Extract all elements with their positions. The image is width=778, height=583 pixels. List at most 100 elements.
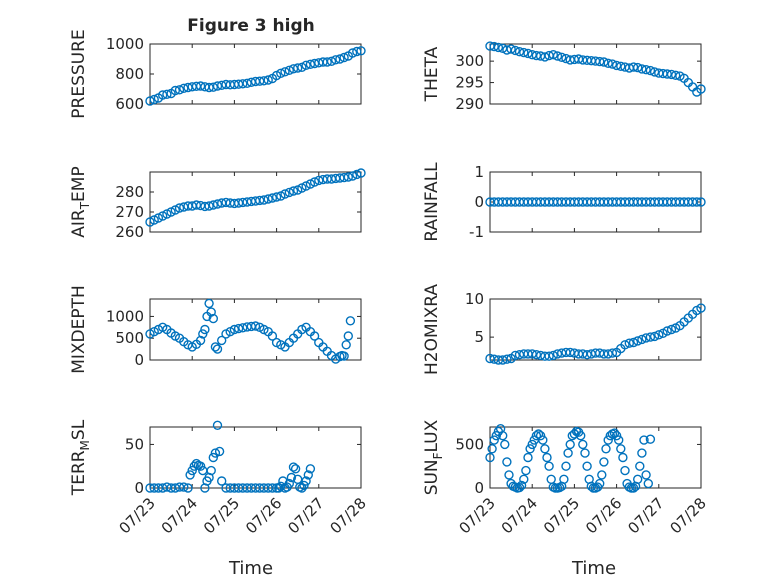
data-point: [301, 181, 311, 191]
data-point: [521, 465, 531, 476]
y-axis-label: THETA: [422, 46, 442, 102]
data-point: [569, 429, 580, 439]
data-point: [628, 483, 639, 493]
data-point: [611, 60, 622, 71]
data-point: [639, 435, 649, 445]
data-point: [533, 429, 544, 439]
y-axis-label: RAINFALL: [422, 162, 442, 242]
subplot-5: 0 500 1000 MIXDEPTH: [69, 285, 362, 374]
data-point: [341, 340, 351, 350]
data-point: [191, 200, 202, 210]
data-point: [531, 350, 542, 360]
data-point: [339, 172, 349, 183]
data-point: [544, 351, 554, 361]
data-point: [611, 431, 622, 441]
data-point: [645, 434, 656, 444]
data-point: [267, 483, 278, 493]
data-point: [208, 313, 219, 324]
data-point: [548, 350, 558, 361]
data-point: [643, 478, 653, 489]
data-point: [649, 331, 660, 342]
data-point: [641, 333, 651, 343]
data-point: [198, 329, 208, 339]
data-point: [487, 444, 497, 454]
data-point: [208, 82, 219, 92]
data-point: [633, 62, 643, 73]
data-point: [267, 193, 278, 203]
y-tick-label: 0: [134, 351, 144, 369]
data-point: [185, 470, 195, 480]
data-point: [666, 324, 677, 335]
data-point: [233, 323, 244, 334]
x-tick-label: 07/27: [624, 494, 667, 537]
data-point: [309, 331, 320, 341]
data-point: [208, 200, 219, 210]
y-tick-label: 260: [115, 223, 144, 241]
data-point: [288, 462, 299, 472]
data-point: [599, 57, 609, 67]
y-tick-label: 600: [115, 95, 144, 113]
data-point: [552, 51, 563, 61]
data-point: [493, 42, 504, 53]
y-tick-label: 280: [115, 183, 144, 201]
data-point: [552, 349, 563, 359]
data-point: [174, 85, 185, 95]
subplot-4: -1 0 1 RAINFALL: [422, 162, 706, 242]
x-axis-label-left: Time: [228, 558, 273, 579]
data-point: [662, 326, 672, 336]
data-point: [616, 61, 626, 72]
x-tick-label: 07/25: [540, 494, 583, 537]
y-tick-label: 5: [474, 328, 484, 346]
data-point: [607, 59, 618, 69]
data-point: [565, 439, 575, 450]
data-point: [259, 195, 269, 205]
data-point: [514, 482, 525, 493]
data-point: [514, 47, 525, 57]
data-point: [535, 431, 546, 441]
data-point: [578, 439, 588, 450]
data-point: [523, 48, 533, 59]
axes-box: [149, 426, 362, 489]
y-tick-label: 270: [115, 203, 144, 221]
data-point: [637, 334, 647, 345]
y-tick-label: 800: [115, 65, 144, 83]
data-point: [206, 307, 216, 317]
data-point: [204, 201, 214, 211]
data-point: [352, 46, 362, 57]
data-point: [599, 457, 609, 467]
data-point: [645, 65, 656, 76]
data-point: [210, 342, 221, 352]
data-point: [263, 75, 273, 85]
data-point: [502, 354, 512, 364]
data-point: [637, 448, 647, 458]
data-point: [212, 420, 223, 430]
data-point: [153, 213, 164, 223]
data-point: [624, 338, 634, 348]
data-point: [595, 478, 605, 489]
data-point: [582, 461, 592, 471]
data-point: [504, 470, 514, 480]
y-axis-label: SUNFLUX: [422, 419, 445, 495]
data-point: [696, 84, 706, 94]
data-point: [183, 483, 193, 493]
data-point: [559, 474, 569, 484]
y-axis-label: AIRTEMP: [69, 166, 92, 237]
data-point: [500, 439, 510, 450]
data-point: [345, 316, 356, 326]
data-point: [347, 48, 358, 58]
data-point: [149, 94, 159, 105]
axes-box: [489, 426, 702, 489]
data-point: [271, 192, 282, 202]
data-point: [145, 96, 155, 106]
data-point: [347, 171, 358, 181]
data-point: [489, 41, 499, 52]
y-axis-label: H2OMIXRA: [422, 284, 442, 375]
data-point: [614, 435, 624, 445]
data-point: [322, 57, 332, 67]
data-point: [523, 452, 533, 463]
data-point: [250, 321, 261, 331]
data-point: [525, 444, 535, 454]
data-point: [259, 76, 269, 86]
